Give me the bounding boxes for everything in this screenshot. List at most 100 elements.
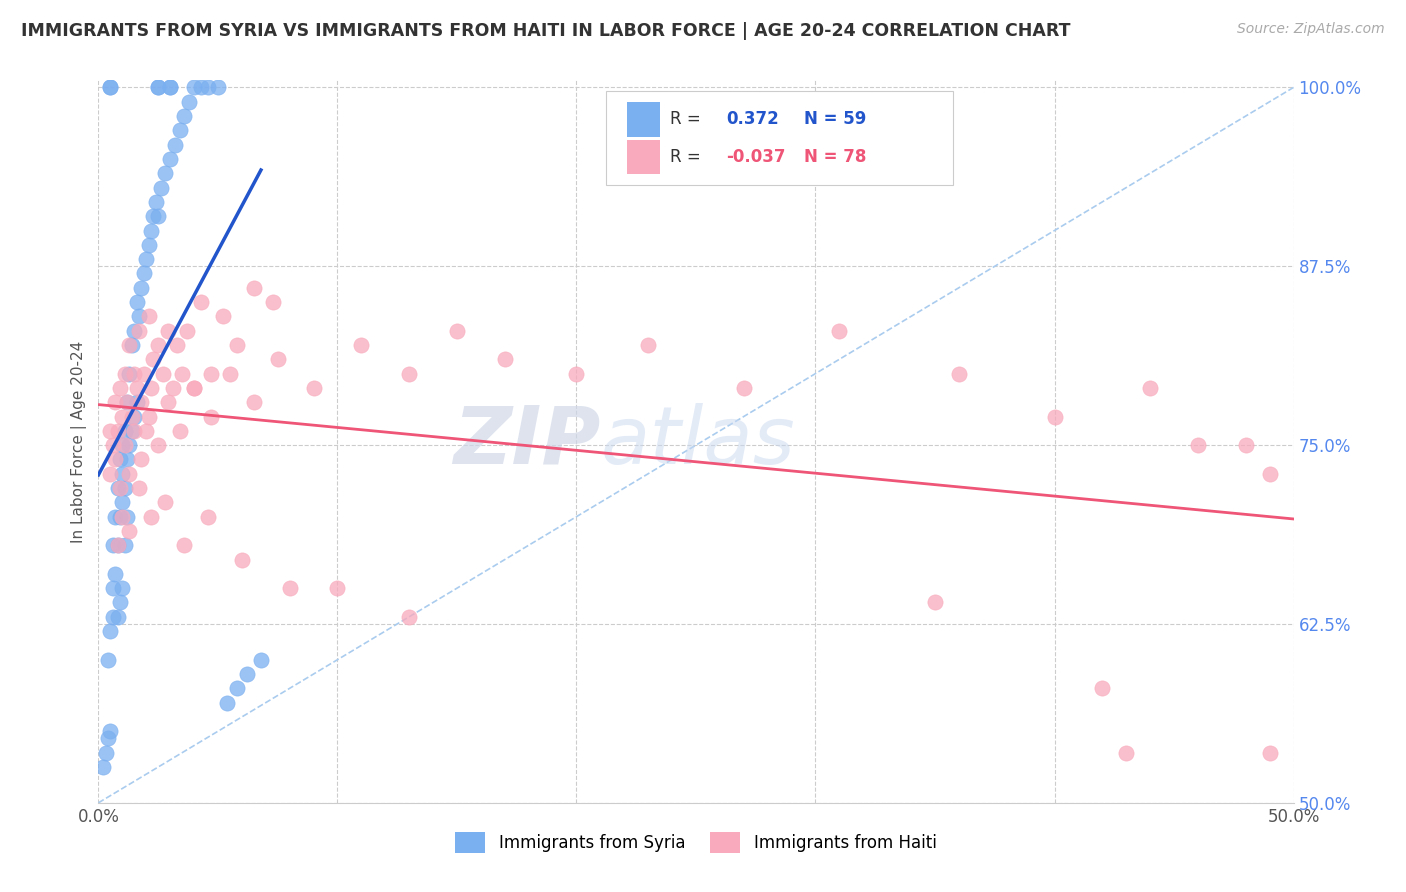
Point <box>142 352 165 367</box>
Point <box>114 538 136 552</box>
Point <box>124 409 146 424</box>
Point <box>162 381 184 395</box>
Point <box>733 381 755 395</box>
Point <box>101 438 124 452</box>
Point <box>118 467 141 481</box>
Point <box>107 609 129 624</box>
Point <box>132 267 155 281</box>
Point <box>131 452 153 467</box>
Point <box>183 80 205 95</box>
Legend: Immigrants from Syria, Immigrants from Haiti: Immigrants from Syria, Immigrants from H… <box>449 826 943 860</box>
Point <box>111 438 134 452</box>
Point <box>125 395 148 409</box>
Point <box>115 395 138 409</box>
Point <box>114 367 136 381</box>
Point <box>350 338 373 352</box>
Point <box>156 395 179 409</box>
Point <box>183 381 205 395</box>
Point <box>107 538 129 552</box>
Point <box>132 367 155 381</box>
Point <box>97 653 120 667</box>
FancyBboxPatch shape <box>627 139 661 174</box>
Point <box>1139 381 1161 395</box>
Point <box>101 581 124 595</box>
Point <box>1187 438 1209 452</box>
Point <box>111 409 134 424</box>
Y-axis label: In Labor Force | Age 20-24: In Labor Force | Age 20-24 <box>72 341 87 542</box>
Point <box>138 237 160 252</box>
FancyBboxPatch shape <box>627 102 661 136</box>
Point <box>176 324 198 338</box>
Point <box>200 367 222 381</box>
Point <box>124 424 146 438</box>
Point <box>138 409 160 424</box>
Point <box>226 338 249 352</box>
Text: 0.372: 0.372 <box>725 111 779 128</box>
Point <box>121 409 143 424</box>
Point <box>148 80 170 95</box>
Point <box>107 424 129 438</box>
Point <box>104 509 127 524</box>
Point <box>121 424 143 438</box>
Point <box>98 80 122 95</box>
Point <box>207 80 229 95</box>
Point <box>139 509 162 524</box>
Text: Source: ZipAtlas.com: Source: ZipAtlas.com <box>1237 22 1385 37</box>
Point <box>226 681 249 696</box>
Point <box>398 367 420 381</box>
Point <box>142 209 165 223</box>
Point <box>104 395 127 409</box>
Point <box>108 509 131 524</box>
Point <box>128 310 150 324</box>
Point <box>148 209 170 223</box>
Point <box>217 696 239 710</box>
Point <box>111 495 134 509</box>
Point <box>98 80 122 95</box>
Point <box>1258 746 1281 760</box>
Point <box>1091 681 1114 696</box>
Point <box>828 324 851 338</box>
Point <box>155 166 177 180</box>
Point <box>149 180 172 194</box>
Point <box>135 252 157 266</box>
Point <box>115 509 138 524</box>
Point <box>446 324 468 338</box>
Point <box>131 281 153 295</box>
Point <box>169 424 191 438</box>
Point <box>243 395 266 409</box>
Point <box>107 481 129 495</box>
Point <box>124 324 146 338</box>
Point <box>159 80 181 95</box>
Point <box>1234 438 1257 452</box>
Point <box>139 381 162 395</box>
Point <box>190 80 212 95</box>
Point <box>114 424 136 438</box>
Point <box>94 746 117 760</box>
Point <box>148 338 170 352</box>
Point <box>125 295 148 310</box>
Point <box>1258 467 1281 481</box>
Point <box>262 295 284 310</box>
Point <box>104 452 127 467</box>
Point <box>250 653 273 667</box>
Text: -0.037: -0.037 <box>725 148 786 166</box>
Point <box>114 481 136 495</box>
Point <box>231 552 253 566</box>
Point <box>166 338 188 352</box>
Point <box>125 381 148 395</box>
Point <box>111 467 134 481</box>
Point <box>190 295 212 310</box>
Point <box>219 367 242 381</box>
Point <box>565 367 588 381</box>
Point <box>948 367 970 381</box>
FancyBboxPatch shape <box>606 91 953 185</box>
Point <box>173 109 195 123</box>
Point <box>111 581 134 595</box>
Point <box>97 731 120 746</box>
Text: atlas: atlas <box>600 402 796 481</box>
Point <box>98 624 122 639</box>
Point <box>159 152 181 166</box>
Point <box>163 137 186 152</box>
Point <box>398 609 420 624</box>
Point <box>169 123 191 137</box>
